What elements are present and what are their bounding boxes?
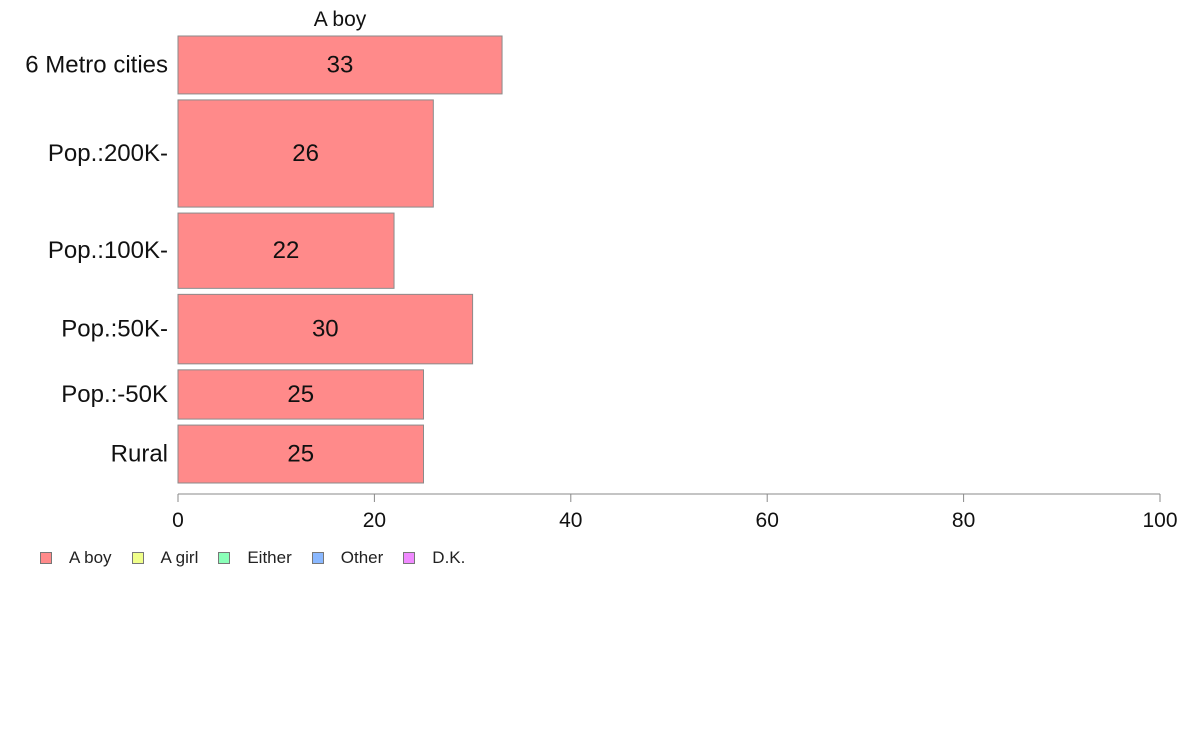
- legend-swatch-either: [218, 552, 231, 564]
- category-label-6-metro-cities: 6 Metro cities: [25, 51, 168, 78]
- data-label-pop-100k: 22: [273, 237, 300, 264]
- legend-item-a-boy: A boy: [40, 548, 112, 568]
- legend-label-a-girl: A girl: [160, 548, 199, 567]
- legend: A boy A girl Either Other D.K.: [40, 548, 485, 568]
- legend-swatch-dk: [403, 552, 416, 564]
- legend-item-either: Either: [218, 548, 292, 568]
- bar-pop-50k: [177, 369, 424, 420]
- x-tick-label-100: 100: [1142, 509, 1177, 532]
- data-label-pop-50k: 30: [312, 316, 339, 343]
- legend-swatch-a-girl: [131, 552, 144, 564]
- bar-pop-200k: [177, 99, 434, 208]
- legend-swatch-a-boy: [40, 552, 52, 564]
- bar-rural: [177, 424, 424, 484]
- legend-label-other: Other: [340, 548, 384, 567]
- legend-label-a-boy: A boy: [69, 548, 112, 567]
- x-tick-label-20: 20: [363, 509, 386, 532]
- category-label-pop-50k: Pop.:50K-: [61, 316, 168, 343]
- category-label-pop-50k: Pop.:-50K: [61, 381, 168, 408]
- bar-pop-100k: [177, 212, 395, 289]
- legend-swatch-other: [311, 552, 324, 564]
- data-label-rural: 25: [287, 441, 314, 468]
- x-tick-label-40: 40: [559, 509, 582, 532]
- x-tick-label-60: 60: [756, 509, 779, 532]
- category-label-pop-200k: Pop.:200K-: [48, 140, 168, 167]
- x-tick-label-80: 80: [952, 509, 975, 532]
- legend-item-dk: D.K.: [403, 548, 465, 568]
- category-label-rural: Rural: [111, 441, 168, 468]
- data-label-pop-50k: 25: [287, 381, 314, 408]
- chart-title: A boy: [314, 8, 367, 31]
- legend-item-a-girl: A girl: [131, 548, 199, 568]
- legend-label-dk: D.K.: [432, 548, 466, 567]
- legend-label-either: Either: [247, 548, 292, 567]
- data-label-6-metro-cities: 33: [327, 51, 354, 78]
- bars-group: 6 Metro cities 33 Pop.:200K- 26 Pop.:100K- 22…: [25, 35, 503, 484]
- data-label-pop-200k: 26: [292, 140, 319, 167]
- bar-6-metro-cities: [177, 35, 503, 95]
- legend-item-other: Other: [311, 548, 384, 568]
- category-label-pop-100k: Pop.:100K-: [48, 237, 168, 264]
- x-axis: 0 20 40 60 80 100: [172, 493, 1178, 532]
- bar-pop-50k: [177, 293, 474, 365]
- x-tick-label-0: 0: [172, 509, 184, 532]
